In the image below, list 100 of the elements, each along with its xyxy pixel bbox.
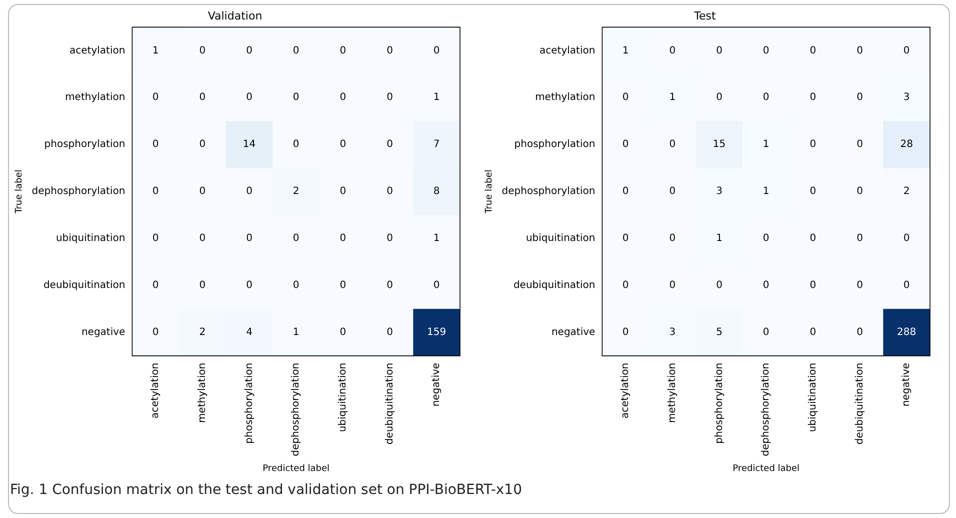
data-label: 0 [199,233,206,244]
y-axis-title: True label [484,170,495,214]
y-tick-label: phosphorylation [44,139,126,150]
data-label: 0 [903,45,910,56]
data-label: 0 [810,186,816,198]
data-label: 3 [716,186,722,198]
data-label: 0 [856,139,863,150]
data-label: 159 [427,326,446,338]
data-label: 0 [810,326,816,338]
data-label: 0 [903,280,910,291]
y-tick-label: methylation [535,92,596,104]
data-label: 0 [622,280,629,291]
data-label: 2 [903,186,910,198]
data-label: 288 [897,326,916,338]
data-label: 0 [856,45,863,56]
data-label: 0 [152,326,159,338]
data-label: 0 [622,186,629,198]
data-label: 4 [246,326,252,338]
data-label: 0 [386,233,393,244]
data-label: 0 [669,233,676,244]
data-label: 0 [340,45,346,56]
y-tick-label: ubiquitination [526,233,596,244]
data-label: 0 [669,186,676,198]
chart-title: Test [693,9,717,22]
x-tick-label: methylation [667,362,678,423]
data-label: 0 [856,280,863,291]
data-label: 3 [903,92,910,104]
data-label: 0 [199,186,206,198]
data-label: 0 [246,45,252,56]
data-label: 0 [199,280,206,291]
data-label: 0 [386,326,393,338]
data-label: 0 [340,326,346,338]
data-label: 0 [810,139,816,150]
data-label: 0 [340,233,346,244]
x-tick-label: negative [901,362,912,407]
x-tick-label: acetylation [620,362,632,418]
data-label: 3 [669,326,676,338]
data-label: 0 [386,92,393,104]
data-label: 15 [712,139,726,150]
data-label: 0 [246,92,252,104]
x-tick-label: acetylation [150,362,162,418]
data-label: 0 [340,186,346,198]
data-label: 0 [340,92,346,104]
data-label: 0 [762,92,770,104]
data-label: 1 [292,326,300,338]
data-label: 0 [246,280,252,291]
x-tick-label: methylation [197,362,208,423]
data-label: 0 [152,186,159,198]
data-label: 0 [716,92,722,104]
data-label: 0 [856,186,863,198]
data-label: 7 [433,139,440,150]
data-label: 0 [152,92,159,104]
x-tick-label: dephosphorylation [760,362,772,456]
y-tick-label: dephosphorylation [502,186,596,198]
data-label: 0 [199,139,206,150]
data-label: 0 [716,45,722,56]
x-tick-label: phosphorylation [244,362,255,444]
data-label: 8 [433,186,440,198]
y-tick-label: deubiquitination [43,280,126,291]
data-label: 0 [340,280,346,291]
data-label: 0 [622,326,629,338]
data-label: 0 [856,326,863,338]
x-tick-label: ubiquitination [338,362,349,432]
x-tick-label: deubiquitination [384,362,396,445]
data-label: 0 [292,92,300,104]
data-label: 0 [669,139,676,150]
y-tick-label: ubiquitination [56,233,126,244]
x-tick-label: ubiquitination [808,362,819,432]
data-label: 0 [152,233,159,244]
data-label: 0 [292,139,300,150]
data-label: 0 [810,280,816,291]
y-tick-label: negative [81,326,126,338]
data-label: 28 [900,139,913,150]
data-label: 0 [762,45,770,56]
data-label: 0 [762,326,770,338]
x-axis-title: Predicted label [732,464,800,474]
x-tick-label: phosphorylation [714,362,725,444]
data-label: 2 [292,186,300,198]
data-label: 0 [386,186,393,198]
data-label: 0 [622,233,629,244]
data-label: 0 [622,92,629,104]
data-label: 0 [716,280,722,291]
data-label: 0 [152,280,159,291]
data-label: 1 [433,233,440,244]
caption: Fig. 1 Confusion matrix on the test and validation set on PPI-BioBERT-x10 [10,482,522,498]
data-label: 1 [669,92,676,104]
x-axis-title: Predicted label [262,464,330,474]
y-tick-label: acetylation [540,45,596,56]
data-label: 1 [762,139,770,150]
x-tick-label: deubiquitination [854,362,866,445]
data-label: 0 [386,139,393,150]
chart-title: Validation [208,9,262,22]
data-label: 0 [810,45,816,56]
data-label: 0 [856,92,863,104]
data-label: 0 [292,233,300,244]
data-label: 0 [903,233,910,244]
y-tick-label: dephosphorylation [32,186,126,198]
data-label: 1 [716,233,722,244]
data-label: 0 [433,280,440,291]
data-label: 0 [433,45,440,56]
